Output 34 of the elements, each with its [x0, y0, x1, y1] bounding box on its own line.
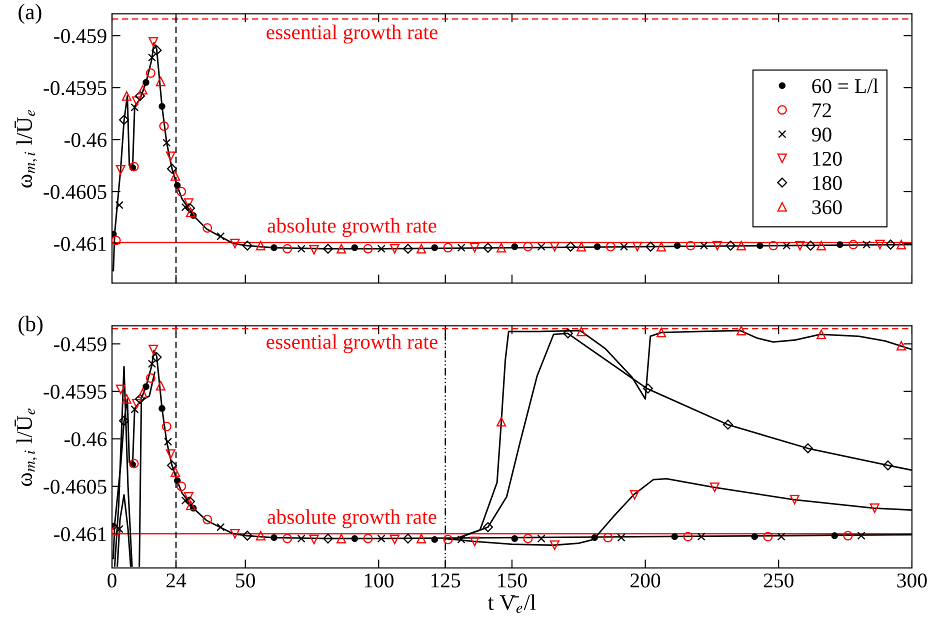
ref-line-label: essential growth rate [266, 24, 438, 44]
y-tick-label: -0.4605 [44, 480, 106, 494]
x-tick-label: 200 [630, 573, 660, 588]
y-tick-label: -0.46 [64, 432, 107, 446]
x-tick-label: 100 [364, 573, 394, 588]
y-tick-label: -0.459 [54, 29, 106, 44]
ref-line-label: absolute growth rate [268, 509, 436, 528]
ref-line-label: essential growth rate [266, 334, 438, 354]
y-tick-label: -0.4595 [44, 81, 106, 96]
y-tick-label: -0.461 [54, 236, 106, 252]
x-tick-label: 250 [764, 573, 794, 588]
legend-label: 90 [812, 128, 832, 142]
y-tick-label: -0.461 [54, 527, 106, 542]
ref-line-label: absolute growth rate [268, 218, 436, 237]
y-tick-label: -0.46 [64, 132, 107, 148]
legend-label: 180 [813, 176, 842, 190]
x-tick-label: 150 [498, 573, 527, 588]
x-axis-title: t V̄$_{e}$/l [488, 594, 536, 613]
x-tick-label: 0 [108, 573, 116, 588]
y-tick-label: -0.4595 [44, 384, 106, 399]
y-tick-label: -0.4605 [44, 184, 106, 200]
legend-label: 72 [812, 103, 831, 118]
text: (a) [18, 4, 42, 24]
y-axis-title: ω$_{m,i}$ l/Ū$_{e}$ [14, 408, 37, 486]
legend-label: 60 = L/l [812, 78, 878, 94]
x-tick-label: 125 [432, 574, 460, 588]
y-axis-title: ω$_{m,i}$ l/Ū$_{e}$ [14, 110, 37, 188]
x-tick-label: 50 [236, 573, 255, 588]
legend-label: 360 [812, 200, 842, 214]
legend-label: 120 [813, 152, 842, 166]
x-tick-label: 300 [897, 573, 927, 588]
text: (b) [18, 316, 43, 336]
y-tick-label: -0.459 [54, 337, 106, 352]
x-tick-label: 24 [166, 574, 186, 588]
